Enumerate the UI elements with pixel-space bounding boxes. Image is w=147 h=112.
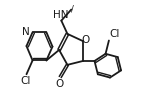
Text: O: O — [56, 79, 64, 89]
Text: Cl: Cl — [20, 76, 31, 86]
Text: HN: HN — [53, 10, 69, 20]
Text: N: N — [22, 27, 30, 37]
Text: Cl: Cl — [110, 29, 120, 39]
Text: /: / — [71, 4, 74, 13]
Text: O: O — [82, 35, 90, 45]
